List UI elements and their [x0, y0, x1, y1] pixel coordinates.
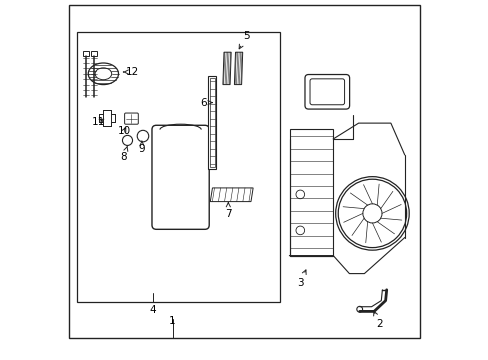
- FancyBboxPatch shape: [124, 113, 138, 124]
- Bar: [209, 78, 215, 167]
- Text: 12: 12: [123, 67, 139, 77]
- FancyBboxPatch shape: [152, 125, 209, 229]
- Bar: [289, 129, 333, 256]
- Text: 6: 6: [200, 98, 212, 108]
- Bar: [99, 114, 115, 122]
- Text: 4: 4: [149, 305, 156, 315]
- Bar: [102, 110, 111, 126]
- Text: 9: 9: [138, 141, 145, 154]
- Circle shape: [362, 204, 381, 223]
- Bar: [82, 51, 89, 56]
- Text: 5: 5: [239, 31, 249, 49]
- Text: 8: 8: [121, 146, 127, 162]
- Circle shape: [295, 190, 304, 199]
- Bar: [77, 32, 280, 302]
- Text: 3: 3: [296, 270, 305, 288]
- Text: 11: 11: [92, 117, 105, 127]
- Polygon shape: [210, 188, 253, 202]
- Bar: [208, 76, 216, 169]
- Bar: [91, 51, 97, 56]
- Text: 1: 1: [169, 316, 176, 326]
- Polygon shape: [234, 52, 242, 85]
- Polygon shape: [223, 52, 231, 85]
- Text: 10: 10: [117, 126, 130, 136]
- Text: 7: 7: [224, 203, 231, 219]
- Circle shape: [295, 226, 304, 235]
- Text: 2: 2: [373, 311, 382, 329]
- Circle shape: [338, 179, 406, 248]
- Ellipse shape: [95, 68, 111, 80]
